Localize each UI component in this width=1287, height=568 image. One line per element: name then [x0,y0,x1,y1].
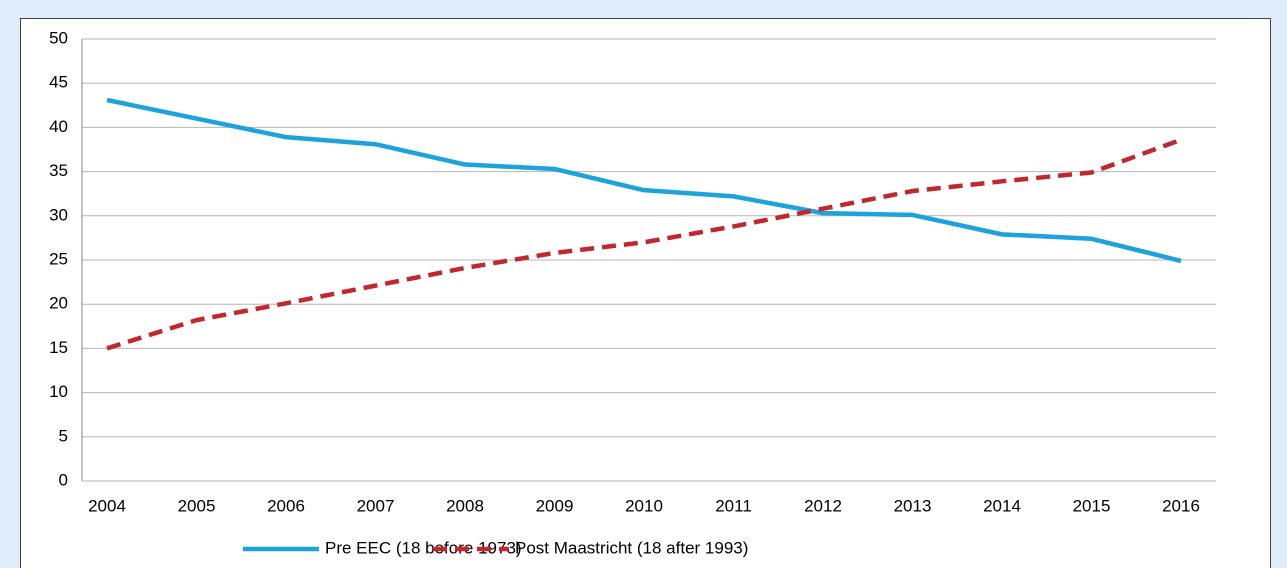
legend-label: Post Maastricht (18 after 1993) [515,538,748,557]
y-tick-label: 5 [59,426,68,445]
x-tick-label: 2014 [983,496,1021,515]
x-tick-label: 2008 [446,496,484,515]
y-tick-label: 30 [49,205,68,224]
x-tick-label: 2013 [894,496,932,515]
chart-frame [20,18,1271,568]
x-tick-label: 2006 [267,496,305,515]
y-tick-label: 15 [49,338,68,357]
y-tick-label: 0 [59,470,68,489]
x-tick-label: 2015 [1073,496,1111,515]
x-tick-label: 2009 [536,496,574,515]
x-tick-label: 2005 [178,496,216,515]
x-tick-label: 2010 [625,496,663,515]
y-tick-label: 45 [49,73,68,92]
y-tick-label: 20 [49,294,68,313]
x-tick-label: 2004 [88,496,126,515]
x-tick-label: 2007 [357,496,395,515]
series-line [106,97,1182,264]
x-tick-label: 2016 [1162,496,1200,515]
y-tick-label: 50 [49,28,68,47]
y-tick-label: 35 [49,161,68,180]
y-tick-label: 40 [49,117,68,136]
legend-label: Pre EEC (18 before 1973) [325,538,522,557]
y-tick-label: 10 [49,382,68,401]
series-line [106,137,1182,351]
x-tick-label: 2011 [715,496,752,515]
x-tick-label: 2012 [804,496,842,515]
y-tick-label: 25 [49,249,68,268]
